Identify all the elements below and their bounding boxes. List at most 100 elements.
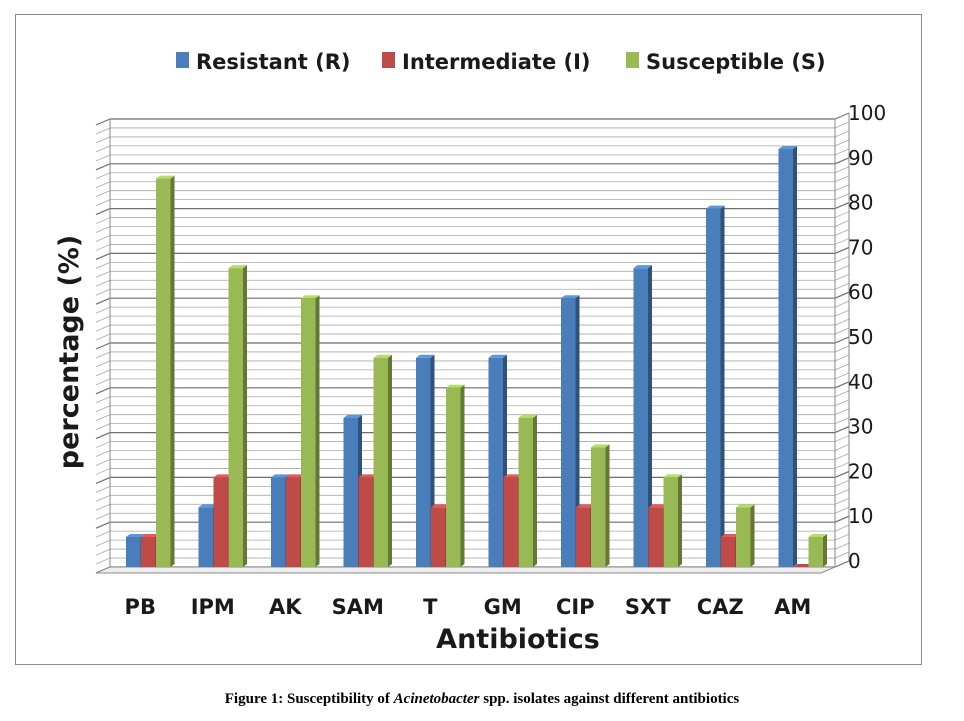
y-tick-label: 40 (848, 370, 873, 394)
bar-side (575, 295, 580, 567)
y-tick-label: 70 (848, 235, 873, 259)
gridline-major-side (95, 297, 111, 305)
gridline-major-side (95, 163, 111, 171)
bar (358, 477, 373, 567)
bar-top (503, 474, 522, 478)
y-tick-label: 50 (848, 325, 873, 349)
bar-side (793, 146, 797, 568)
gridline-major-right (834, 291, 850, 299)
bar-top (446, 384, 465, 388)
gridline-minor-side (95, 503, 111, 511)
gridline-major-side (95, 521, 111, 529)
gridline-minor-side (95, 396, 111, 404)
bar (271, 477, 286, 567)
gridline-minor-right (834, 282, 850, 290)
gridline-minor-side (95, 154, 111, 162)
x-tick-label: SXT (625, 595, 671, 619)
bar-top (518, 414, 537, 418)
y-tick-label: 60 (848, 280, 873, 304)
gridline-minor-right (834, 211, 850, 218)
bar (561, 298, 576, 567)
gridline-minor-right (834, 229, 850, 236)
bar-top (271, 474, 290, 478)
bar-top (561, 295, 580, 299)
bar-top (301, 295, 320, 299)
bar-top (721, 533, 740, 537)
bar-top (141, 533, 160, 537)
gridline-major-right (834, 560, 850, 568)
bar-top (156, 175, 175, 179)
gridline-minor-side (95, 244, 111, 251)
gridline-minor-right (834, 417, 850, 425)
bar-top (648, 504, 667, 508)
gridline-minor-right (834, 220, 850, 227)
bar-top (213, 474, 232, 478)
gridline-major-right (834, 246, 850, 254)
bar-top (416, 354, 435, 358)
gridline-minor-side (95, 530, 111, 538)
bar (793, 564, 812, 567)
gridline-minor-right (834, 193, 850, 201)
bar-top (736, 504, 755, 508)
gridline-minor-side (95, 235, 111, 242)
caption-prefix: Figure 1: Susceptibility of (224, 691, 394, 707)
gridline-minor-right (834, 345, 850, 353)
gridline-minor-right (834, 408, 850, 416)
y-tick-label: 0 (848, 549, 861, 573)
gridline-minor-right (834, 453, 850, 460)
gridline-minor-right (834, 372, 850, 380)
gridline-major-right (834, 157, 850, 165)
legend-swatch (176, 52, 189, 68)
gridline-minor-right (834, 488, 850, 496)
gridline-minor-right (834, 309, 850, 317)
bar (633, 268, 648, 567)
bar (156, 178, 171, 568)
bar-top (706, 205, 725, 209)
gridline-minor-right (834, 524, 850, 532)
gridline-minor-side (95, 351, 111, 359)
figure-caption: Figure 1: Susceptibility of Acinetobacte… (0, 691, 964, 708)
x-tick-label: AK (269, 595, 302, 619)
gridline-minor-side (95, 181, 111, 189)
bar (778, 149, 793, 568)
gridline-minor-side (95, 315, 111, 323)
bar-top (808, 533, 827, 537)
bar (503, 477, 518, 567)
bar (808, 536, 823, 567)
bar (721, 536, 736, 567)
bar (228, 268, 243, 567)
gridline-minor-right (834, 462, 850, 469)
bar (431, 507, 446, 567)
legend-swatch (626, 52, 639, 68)
gridline-major-side (95, 342, 111, 350)
bar-side (460, 384, 465, 567)
gridline-minor-side (95, 136, 111, 144)
bar-side (170, 175, 175, 568)
bar-top (343, 414, 362, 418)
gridline-major-side (95, 476, 111, 484)
gridline-minor-right (834, 533, 850, 541)
gridline-major-right (834, 470, 850, 478)
caption-suffix: spp. isolates against different antibiot… (479, 691, 740, 707)
bar-top (663, 474, 682, 478)
gridline-major-right (834, 202, 850, 210)
gridline-minor-right (834, 300, 850, 308)
gridline-minor-right (834, 390, 850, 398)
x-tick-label: SAM (332, 595, 384, 619)
gridline-minor-right (834, 327, 850, 335)
bar-side (388, 354, 392, 567)
gridline-minor-side (95, 261, 111, 269)
bar-side (243, 265, 247, 567)
gridline-minor-side (95, 414, 111, 422)
bar-side (533, 414, 537, 567)
gridline-minor-side (95, 333, 111, 341)
gridline-minor-side (95, 450, 111, 457)
bar (736, 507, 751, 567)
gridline-minor-side (95, 172, 111, 180)
gridline-minor-side (95, 557, 111, 565)
gridline-major-side (95, 252, 111, 260)
bar (488, 357, 503, 567)
gridline-minor-right (834, 255, 850, 263)
bar-top (286, 474, 305, 478)
gridline-minor-right (834, 497, 850, 505)
